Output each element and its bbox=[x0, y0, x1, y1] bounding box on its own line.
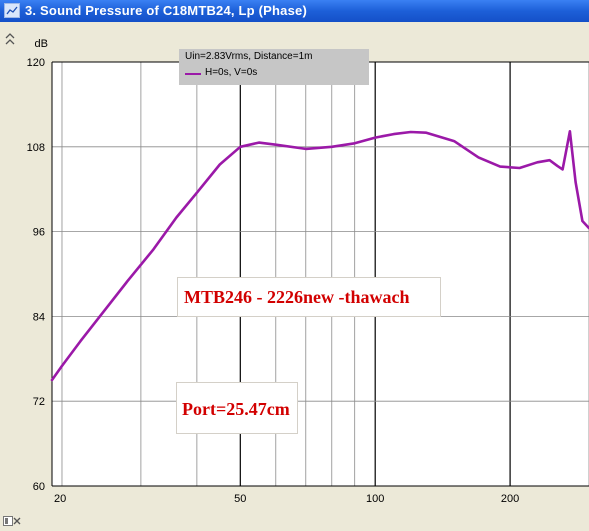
port-annotation: Port=25.47cm bbox=[176, 382, 298, 434]
y-axis-label: dB bbox=[35, 38, 48, 50]
port-annotation-text: Port=25.47cm bbox=[182, 399, 290, 419]
frequency-response-chart[interactable]: 60 72 84 96 108 120 dB 20 50 100 200 bbox=[22, 22, 589, 530]
window-title: 3. Sound Pressure of C18MTB24, Lp (Phase… bbox=[25, 3, 307, 18]
y-tick-label: 72 bbox=[33, 396, 45, 408]
legend-swatch bbox=[185, 73, 201, 75]
y-tick-label: 60 bbox=[33, 481, 45, 493]
close-icon[interactable] bbox=[12, 513, 26, 527]
y-tick-label: 108 bbox=[27, 142, 45, 154]
legend-condition: Uin=2.83Vrms, Distance=1m bbox=[185, 51, 313, 62]
legend-series-label: H=0s, V=0s bbox=[205, 67, 258, 78]
panel-toggle-icon[interactable] bbox=[3, 513, 17, 527]
chart-window-icon[interactable] bbox=[4, 3, 20, 18]
plot-area bbox=[52, 62, 589, 486]
y-tick-label: 120 bbox=[27, 57, 45, 69]
left-toolbar bbox=[0, 22, 22, 530]
x-tick-label: 100 bbox=[366, 493, 384, 505]
series-line bbox=[50, 130, 589, 382]
model-annotation-text: MTB246 - 2226new -thawach bbox=[184, 287, 410, 307]
x-tick-label: 50 bbox=[234, 493, 246, 505]
x-tick-label: 20 bbox=[54, 493, 66, 505]
chart-legend: Uin=2.83Vrms, Distance=1m H=0s, V=0s bbox=[179, 49, 369, 85]
x-tick-label: 200 bbox=[501, 493, 519, 505]
window-title-bar[interactable]: 3. Sound Pressure of C18MTB24, Lp (Phase… bbox=[0, 0, 589, 22]
y-tick-label: 96 bbox=[33, 227, 45, 239]
chart-panel: 60 72 84 96 108 120 dB 20 50 100 200 Uin=2.83Vrms,… bbox=[22, 22, 589, 530]
expand-arrows-icon[interactable] bbox=[3, 32, 17, 46]
model-annotation: MTB246 - 2226new -thawach bbox=[177, 277, 441, 317]
y-tick-label: 84 bbox=[33, 311, 45, 323]
